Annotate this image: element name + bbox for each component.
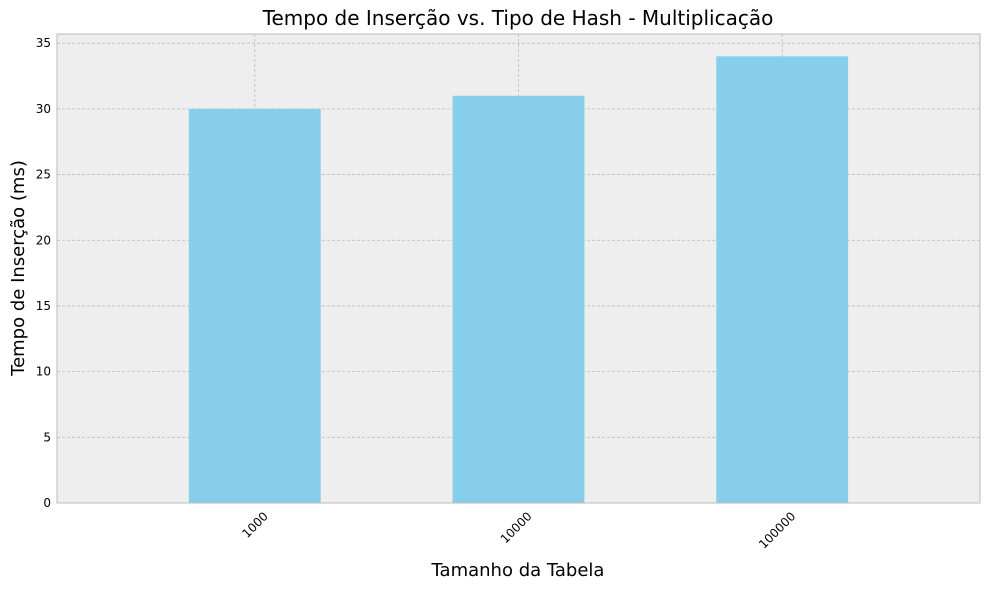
y-tick-label: 20	[36, 233, 51, 247]
y-axis-label: Tempo de Inserção (ms)	[8, 160, 29, 377]
y-tick-label: 10	[36, 365, 51, 379]
bar-10000	[452, 95, 585, 504]
x-tick-label: 10000	[498, 509, 535, 546]
y-axis-ticks: 0 5 10 15 20 25 30 35	[36, 36, 51, 510]
x-tick-label: 100000	[756, 509, 798, 551]
bar-1000	[188, 108, 321, 503]
y-tick-label: 35	[36, 36, 51, 50]
x-tick-label: 1000	[239, 509, 270, 540]
plot-frame	[56, 33, 981, 504]
bar-100000	[716, 56, 849, 503]
y-tick-label: 5	[43, 430, 51, 444]
y-tick-label: 15	[36, 299, 51, 313]
x-axis-ticks: 1000 10000 100000	[239, 509, 798, 551]
chart-title: Tempo de Inserção vs. Tipo de Hash - Mul…	[262, 6, 774, 30]
x-axis-label: Tamanho da Tabela	[431, 560, 605, 581]
y-tick-label: 0	[43, 496, 51, 510]
bars	[188, 56, 849, 504]
y-tick-label: 25	[36, 168, 51, 182]
y-tick-label: 30	[36, 102, 51, 116]
